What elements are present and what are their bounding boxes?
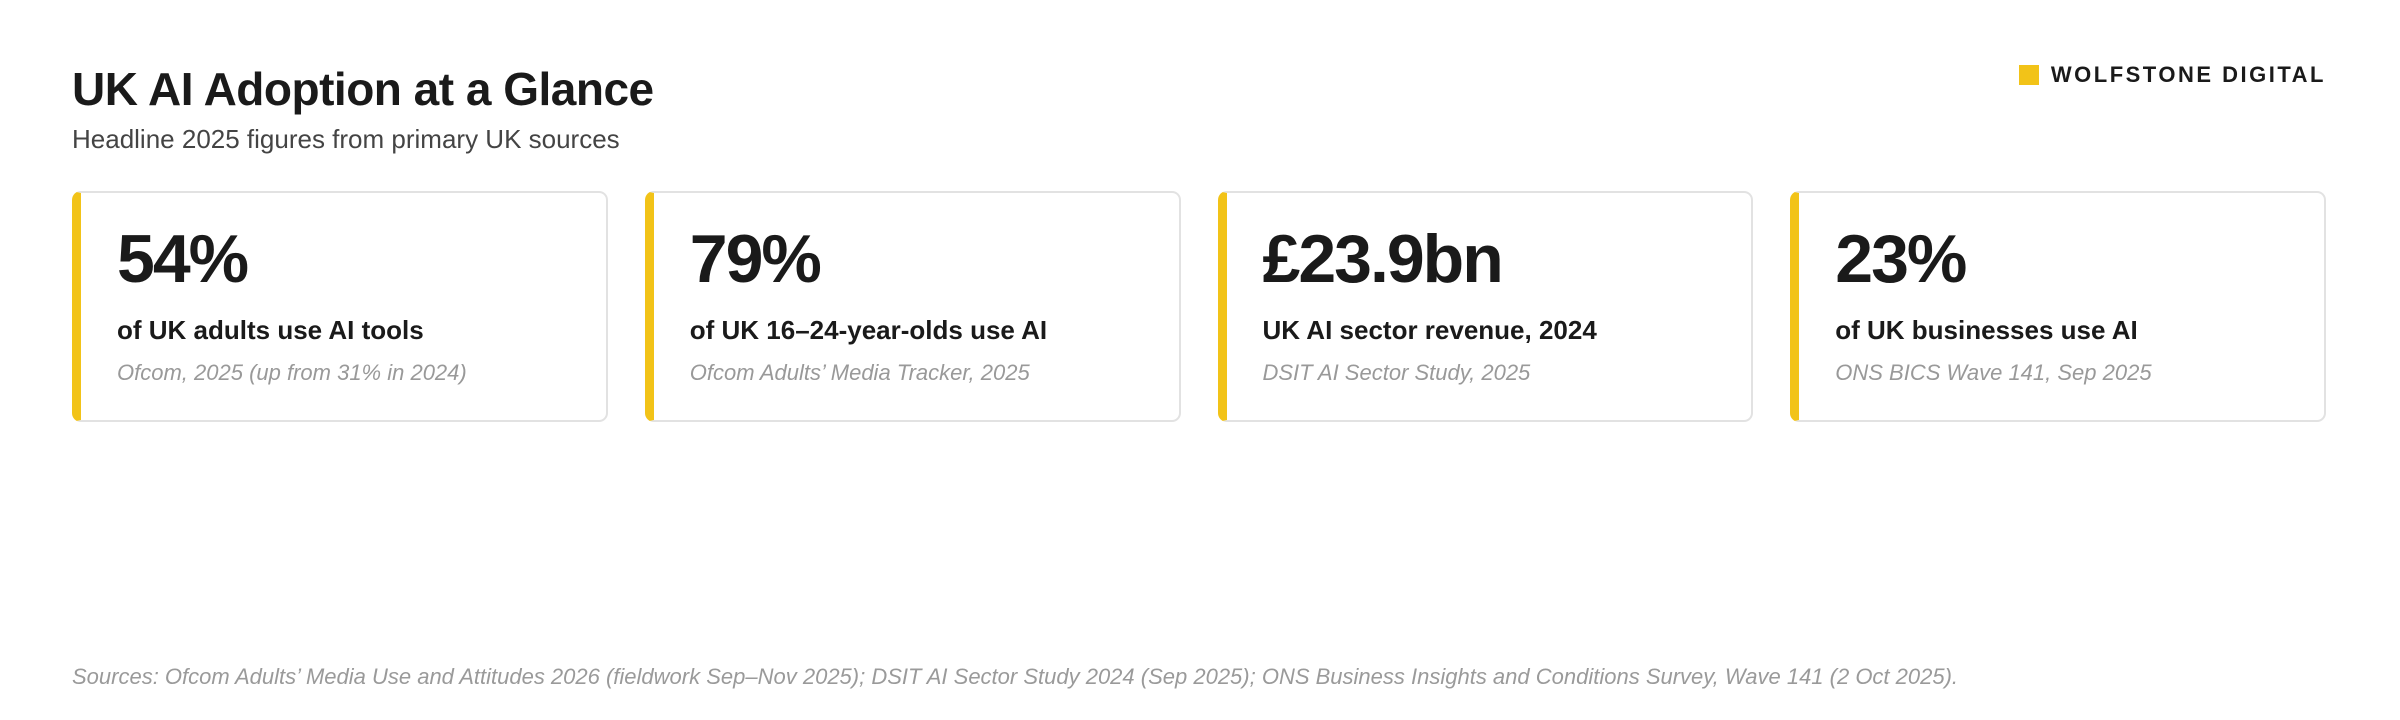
stat-label: of UK 16–24-year-olds use AI [689,315,1048,345]
brand-mark [2018,65,2039,85]
stat-value: 79% [689,221,822,297]
brand: WOLFSTONE DIGITAL [2018,62,2326,88]
stat-label: UK AI sector revenue, 2024 [1262,315,1597,345]
stat-card: 54% of UK adults use AI tools Ofcom, 2025 … [72,191,608,422]
stat-card: £23.9bn UK AI sector revenue, 2024 DSIT AI… [1217,191,1754,422]
stat-value: 54% [117,221,249,297]
stat-source: ONS BICS Wave 141, Sep 2025 [1835,360,2152,385]
stat-label: of UK adults use AI tools [117,315,424,345]
stat-source: Ofcom Adults’ Media Tracker, 2025 [689,360,1030,385]
stat-card: 79% of UK 16–24-year-olds use AI Ofcom Adu… [644,191,1181,422]
stat-value: 23% [1835,221,1967,297]
stat-label: of UK businesses use AI [1835,315,2138,345]
subtitle: Headline 2025 figures from primary UK so… [72,124,620,154]
stat-source: DSIT AI Sector Study, 2025 [1262,360,1531,385]
stat-source: Ofcom, 2025 (up from 31% in 2024) [117,360,467,385]
footer: Sources: Ofcom Adults’ Media Use and Att… [72,664,1959,689]
stat-value: £23.9bn [1262,221,1504,297]
title: UK AI Adoption at a Glance [72,63,654,115]
card-row: 54% of UK adults use AI tools Ofcom, 2025 … [72,191,2326,422]
stat-card: 23% of UK businesses use AI ONS BICS Wave … [1790,191,2326,422]
brand-name: WOLFSTONE DIGITAL [2050,62,2326,87]
